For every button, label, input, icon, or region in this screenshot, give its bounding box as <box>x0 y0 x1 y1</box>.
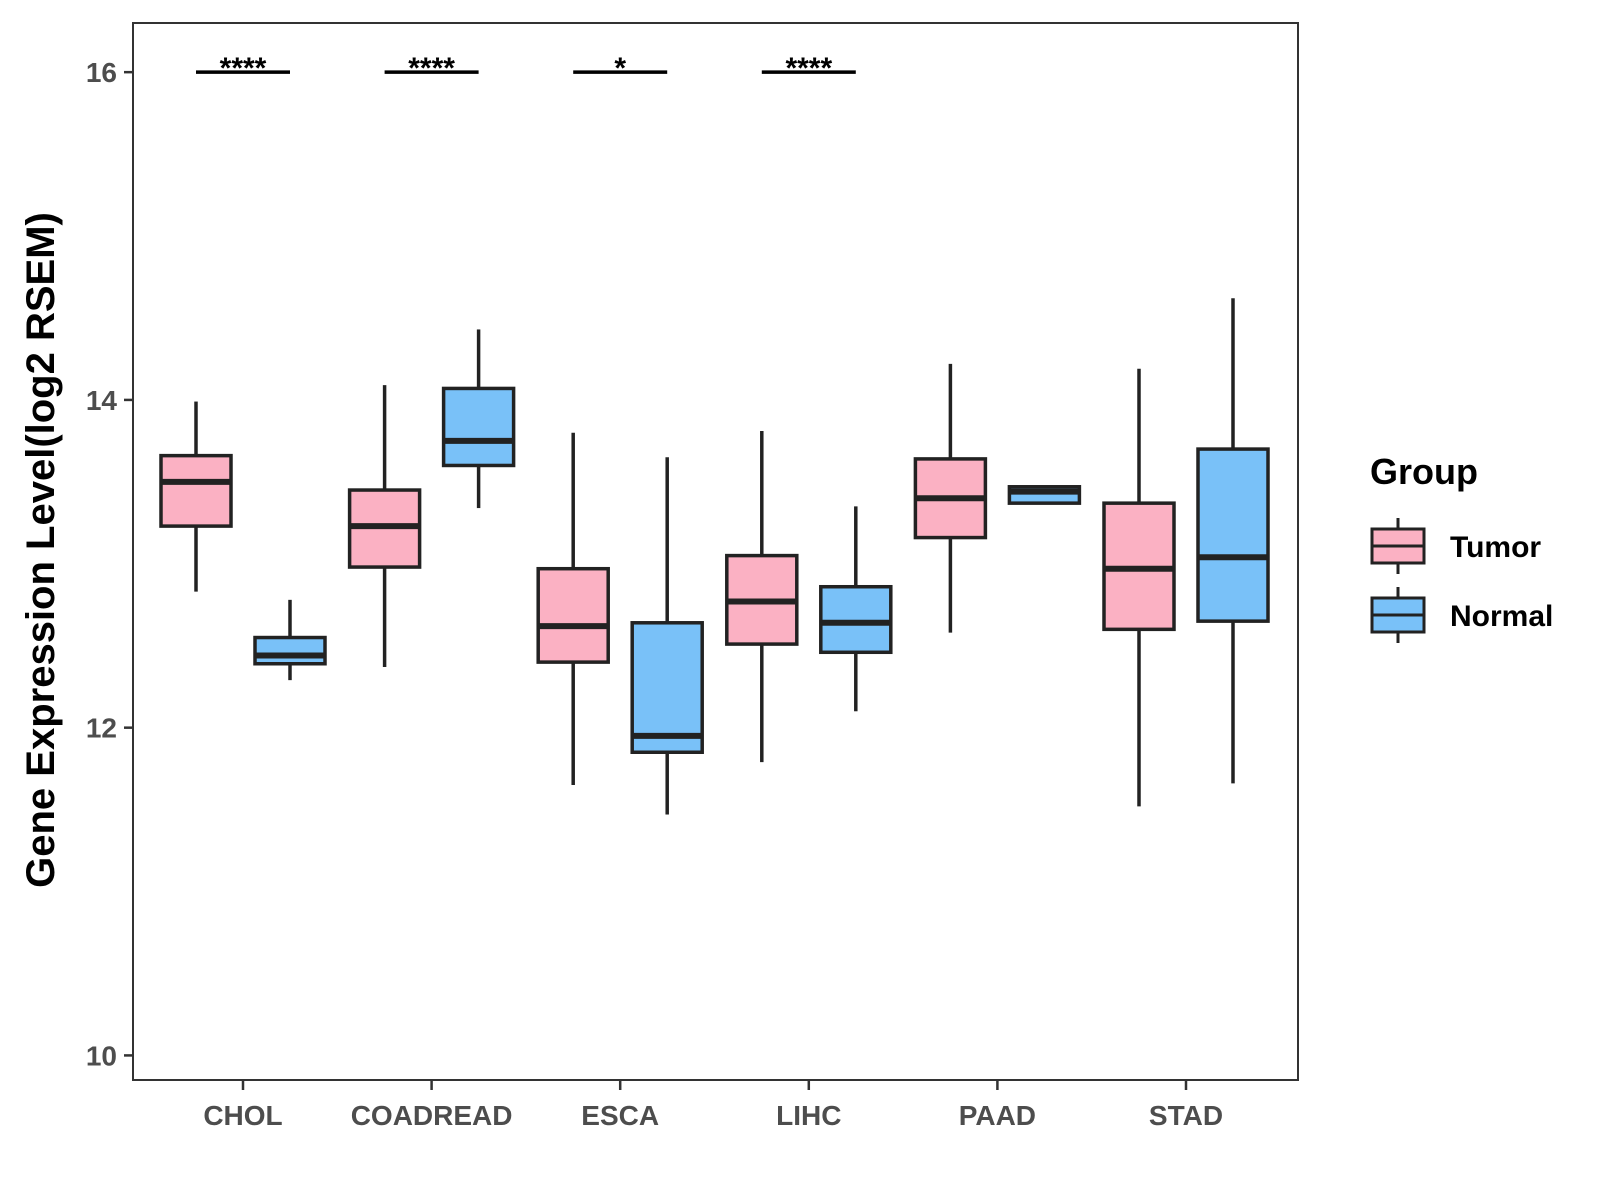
box-normal-stad <box>1196 447 1270 623</box>
significance-label-coadread: **** <box>408 52 455 85</box>
y-tick-label: 14 <box>86 385 118 416</box>
x-tick-label: COADREAD <box>351 1100 513 1131</box>
y-tick-label: 12 <box>86 713 117 744</box>
legend-label-normal: Normal <box>1450 600 1553 633</box>
significance-label-chol: **** <box>220 52 267 85</box>
box-normal-chol <box>253 635 327 666</box>
box-normal-lihc <box>819 584 893 655</box>
y-tick-label: 16 <box>86 57 117 88</box>
box-tumor-esca <box>536 566 610 664</box>
x-tick-label: CHOL <box>203 1100 282 1131</box>
x-tick-label: LIHC <box>776 1100 841 1131</box>
x-tick-label: STAD <box>1149 1100 1223 1131</box>
box-normal-coadread <box>441 386 516 468</box>
x-tick-label: PAAD <box>959 1100 1036 1131</box>
significance-label-lihc: **** <box>785 52 832 85</box>
legend-title: Group <box>1370 451 1478 492</box>
box-normal-esca <box>630 621 704 754</box>
significance-label-esca: * <box>614 52 626 85</box>
y-tick-label: 10 <box>86 1040 117 1071</box>
legend-label-tumor: Tumor <box>1450 531 1541 564</box>
plot-panel-border <box>132 22 1299 1081</box>
y-axis-title: Gene Expression Level(log2 RSEM) <box>19 212 63 888</box>
x-tick-label: ESCA <box>581 1100 659 1131</box>
box-tumor-chol <box>159 453 233 528</box>
